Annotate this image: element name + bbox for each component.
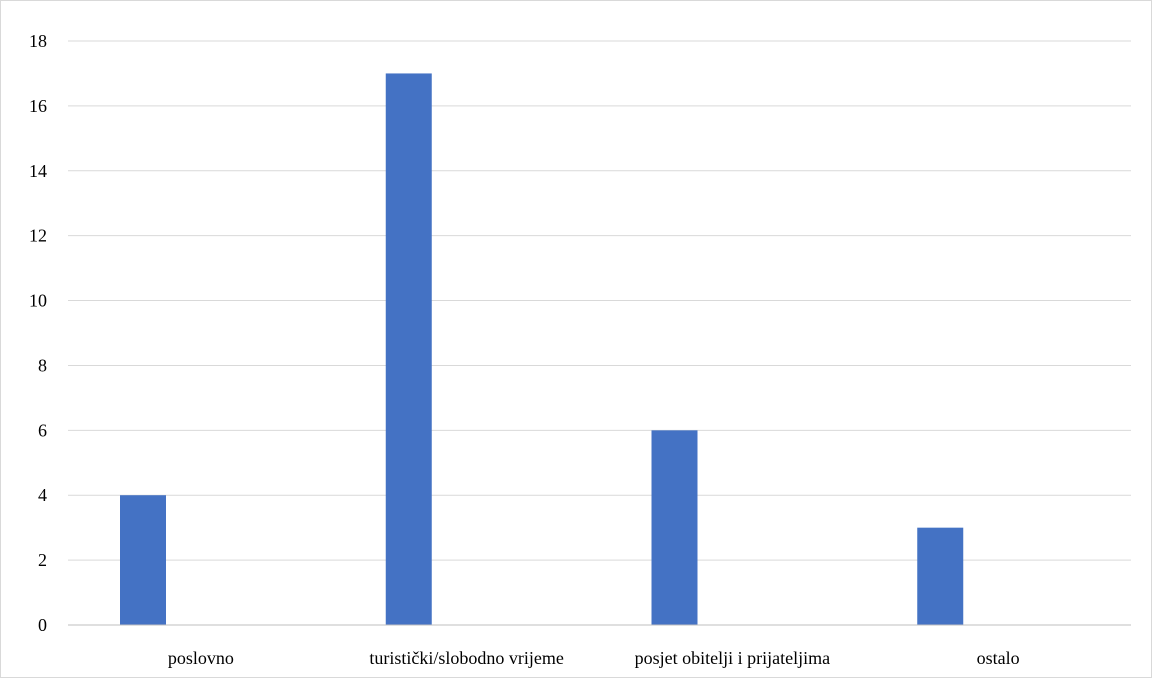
y-tick-label: 10 bbox=[29, 291, 47, 311]
y-tick-label: 14 bbox=[29, 161, 47, 181]
y-tick-label: 4 bbox=[38, 485, 47, 505]
y-tick-label: 6 bbox=[38, 420, 47, 440]
x-category-label: turistički/slobodno vrijeme bbox=[369, 648, 563, 668]
bar bbox=[651, 430, 698, 625]
bars bbox=[120, 73, 964, 625]
bar bbox=[120, 495, 166, 625]
y-tick-label: 2 bbox=[38, 550, 47, 570]
x-category-labels: poslovno turistički/slobodno vrijeme posje… bbox=[168, 648, 1020, 668]
gridlines bbox=[68, 40, 1131, 561]
y-tick-labels: 0 2 4 6 8 10 12 14 16 18 bbox=[29, 31, 47, 635]
x-category-label: ostalo bbox=[977, 648, 1020, 668]
y-tick-label: 16 bbox=[29, 96, 47, 116]
y-tick-label: 12 bbox=[29, 226, 47, 246]
x-category-label: posjet obitelji i prijateljima bbox=[635, 648, 830, 668]
bar bbox=[385, 73, 432, 625]
y-tick-label: 0 bbox=[38, 615, 47, 635]
bar bbox=[917, 527, 964, 625]
x-category-label: poslovno bbox=[168, 648, 234, 668]
y-tick-label: 8 bbox=[38, 355, 47, 375]
y-tick-label: 18 bbox=[29, 31, 47, 51]
